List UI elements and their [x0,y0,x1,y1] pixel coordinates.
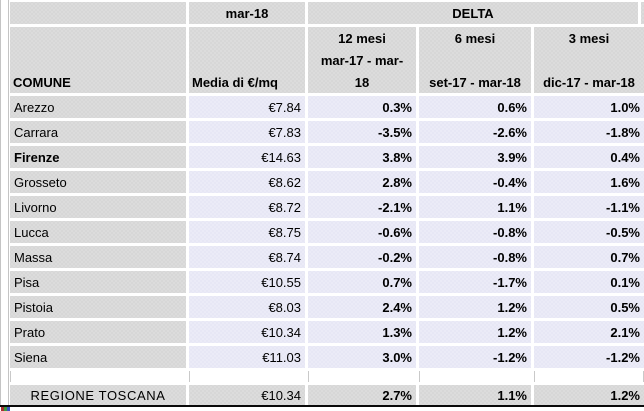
media-cell[interactable]: €10.55 [189,271,305,293]
region-total-label-cell[interactable]: REGIONE TOSCANA [10,385,186,405]
delta-3m-cell[interactable]: 2.1% [534,321,644,343]
media-column-header[interactable]: Media di €/mq [189,27,305,93]
empty-corner-cell[interactable] [10,2,186,24]
delta-6m-line1: 6 mesi [454,31,496,46]
empty-row-cell[interactable] [10,371,186,382]
delta-3m-cell[interactable]: 1.0% [534,96,644,118]
empty-row-cell[interactable] [419,371,531,382]
delta-12m-column-header[interactable]: 12 mesi mar-17 - mar- 18 [308,27,416,93]
region-total-delta-12m-cell[interactable]: 2.7% [308,385,416,405]
empty-row-cell[interactable] [534,371,644,382]
comune-cell[interactable]: Pisa [10,271,186,293]
bottom-border-line [0,405,644,407]
delta-3m-cell[interactable]: -1.2% [534,346,644,368]
media-cell[interactable]: €14.63 [189,146,305,168]
delta-3m-cell[interactable]: 0.4% [534,146,644,168]
media-cell[interactable]: €8.74 [189,246,305,268]
media-cell[interactable]: €11.03 [189,346,305,368]
data-table: mar-18 DELTA COMUNE Media di €/mq 12 mes… [10,2,644,405]
delta-6m-cell[interactable]: -2.6% [419,121,531,143]
media-cell[interactable]: €8.75 [189,221,305,243]
delta-6m-cell[interactable]: -0.8% [419,221,531,243]
delta-6m-cell[interactable]: -0.4% [419,171,531,193]
comune-cell[interactable]: Siena [10,346,186,368]
delta-3m-cell[interactable]: 1.6% [534,171,644,193]
delta-12m-cell[interactable]: 1.3% [308,321,416,343]
sheet-object-icon-fragment [1,407,10,411]
empty-row-cell[interactable] [308,371,416,382]
next-column-fragment [641,2,644,24]
comune-cell[interactable]: Lucca [10,221,186,243]
comune-header-label: COMUNE [13,75,71,90]
delta-12m-line3: 18 [354,75,370,90]
delta-3m-cell[interactable]: -1.1% [534,196,644,218]
region-total-delta-3m-cell[interactable]: 1.2% [534,385,644,405]
delta-3m-cell[interactable]: 0.5% [534,296,644,318]
delta-12m-cell[interactable]: 2.8% [308,171,416,193]
delta-12m-line2: mar-17 - mar- [320,53,404,68]
delta-12m-cell[interactable]: -2.1% [308,196,416,218]
delta-6m-cell[interactable]: 3.9% [419,146,531,168]
media-cell[interactable]: €8.72 [189,196,305,218]
comune-cell[interactable]: Grosseto [10,171,186,193]
delta-3m-cell[interactable]: -1.8% [534,121,644,143]
delta-6m-cell[interactable]: 1.2% [419,321,531,343]
comune-cell[interactable]: Livorno [10,196,186,218]
delta-12m-cell[interactable]: -3.5% [308,121,416,143]
media-cell[interactable]: €10.34 [189,321,305,343]
media-header-label: Media di €/mq [192,75,278,90]
comune-column-header[interactable]: COMUNE [10,27,186,93]
delta-3m-cell[interactable]: -0.5% [534,221,644,243]
media-cell[interactable]: €7.83 [189,121,305,143]
delta-12m-cell[interactable]: 3.0% [308,346,416,368]
comune-cell[interactable]: Pistoia [10,296,186,318]
media-cell[interactable]: €8.03 [189,296,305,318]
empty-row-cell[interactable] [189,371,305,382]
delta-12m-cell[interactable]: 0.3% [308,96,416,118]
delta-6m-cell[interactable]: 1.2% [419,296,531,318]
region-total-delta-6m-cell[interactable]: 1.1% [419,385,531,405]
delta-3m-column-header[interactable]: 3 mesi dic-17 - mar-18 [534,27,644,93]
delta-6m-cell[interactable]: 1.1% [419,196,531,218]
comune-cell[interactable]: Firenze [10,146,186,168]
delta-12m-cell[interactable]: 0.7% [308,271,416,293]
delta-12m-line1: 12 mesi [338,31,386,46]
media-cell[interactable]: €8.62 [189,171,305,193]
delta-3m-line1: 3 mesi [568,31,610,46]
comune-cell[interactable]: Prato [10,321,186,343]
comune-cell[interactable]: Carrara [10,121,186,143]
period-header-cell[interactable]: mar-18 [189,2,305,24]
empty-left-column[interactable] [0,0,9,405]
delta-3m-line2: dic-17 - mar-18 [543,75,635,90]
delta-3m-cell[interactable]: 0.1% [534,271,644,293]
delta-6m-cell[interactable]: -0.8% [419,246,531,268]
delta-12m-cell[interactable]: 2.4% [308,296,416,318]
comune-cell[interactable]: Massa [10,246,186,268]
delta-6m-line2: set-17 - mar-18 [429,75,521,90]
comune-cell[interactable]: Arezzo [10,96,186,118]
delta-6m-cell[interactable]: -1.2% [419,346,531,368]
delta-12m-cell[interactable]: -0.2% [308,246,416,268]
delta-6m-cell[interactable]: -1.7% [419,271,531,293]
delta-header-cell[interactable]: DELTA [308,2,638,24]
delta-6m-cell[interactable]: 0.6% [419,96,531,118]
region-total-media-cell[interactable]: €10.34 [189,385,305,405]
delta-12m-cell[interactable]: -0.6% [308,221,416,243]
delta-3m-cell[interactable]: 0.7% [534,246,644,268]
media-cell[interactable]: €7.84 [189,96,305,118]
delta-12m-cell[interactable]: 3.8% [308,146,416,168]
delta-6m-column-header[interactable]: 6 mesi set-17 - mar-18 [419,27,531,93]
